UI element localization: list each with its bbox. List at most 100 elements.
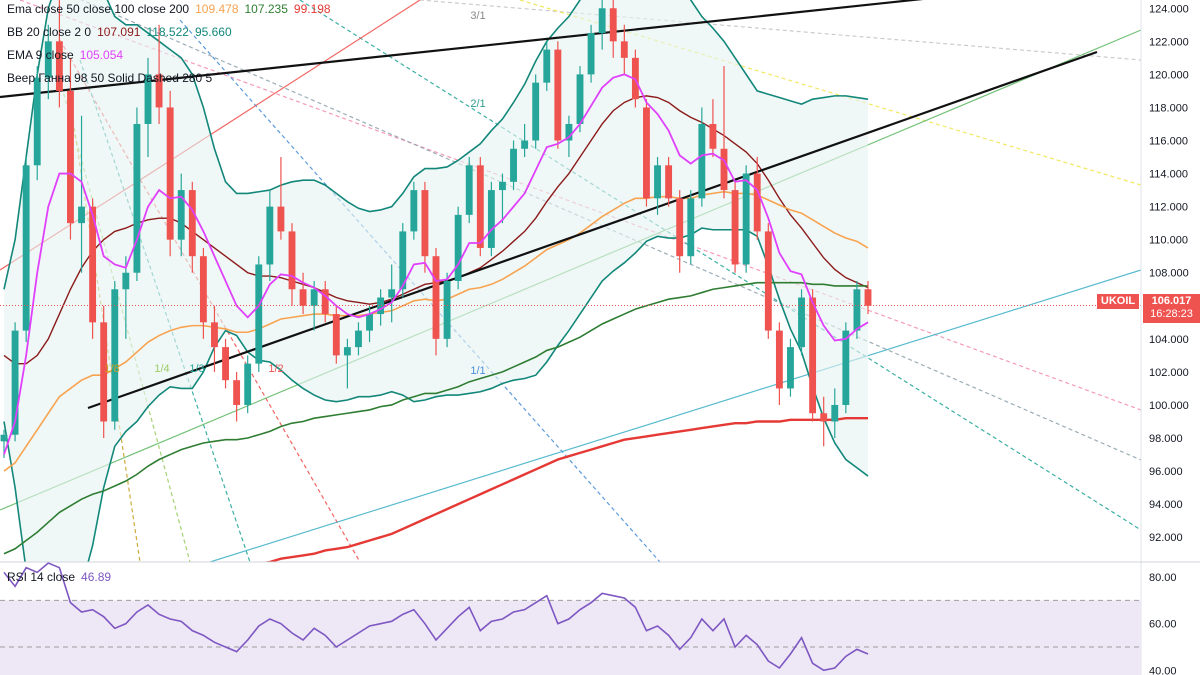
bar-countdown: 16:28:23 (1150, 308, 1193, 320)
candle-body[interactable] (0, 434, 8, 442)
candle-body[interactable] (709, 123, 717, 149)
candle-body[interactable] (421, 190, 429, 257)
candle-body[interactable] (255, 264, 263, 364)
candle-body[interactable] (166, 107, 174, 240)
candle-body[interactable] (775, 330, 783, 389)
candle-body[interactable] (554, 49, 562, 141)
candle-body[interactable] (454, 214, 462, 281)
price-pane[interactable] (0, 0, 1141, 669)
candle-body[interactable] (831, 404, 839, 422)
candle-body[interactable] (244, 363, 252, 405)
candle-body[interactable] (111, 289, 119, 422)
candle-body[interactable] (720, 148, 728, 191)
legend-bb[interactable]: BB 20 close 2 0 107.091 118.522 95.660 (7, 25, 232, 39)
legend-rsi[interactable]: RSI 14 close 46.89 (7, 570, 111, 584)
candle-body[interactable] (432, 256, 440, 339)
bb-upper-line[interactable] (3, 0, 869, 290)
candle-body[interactable] (55, 41, 63, 91)
candle-body[interactable] (67, 90, 74, 224)
candle-body[interactable] (443, 281, 451, 339)
candle-body[interactable] (731, 190, 739, 265)
candle-body[interactable] (266, 206, 274, 265)
candle-body[interactable] (222, 347, 229, 381)
candle-body[interactable] (676, 198, 684, 257)
legend-gann[interactable]: Веер Ганна 98 50 Solid Dashed 280 5 (7, 71, 212, 85)
candle-body[interactable] (698, 123, 706, 199)
bb-lower-line[interactable] (3, 227, 869, 669)
candle-body[interactable] (798, 297, 805, 348)
candle-body[interactable] (587, 33, 595, 75)
candle-body[interactable] (44, 41, 52, 78)
candle-body[interactable] (742, 173, 750, 265)
candle-body[interactable] (543, 49, 551, 83)
candle-body[interactable] (78, 206, 85, 224)
candle-body[interactable] (465, 165, 473, 215)
candle-body[interactable] (499, 181, 506, 191)
candle-body[interactable] (609, 8, 617, 42)
candle-body[interactable] (864, 289, 872, 306)
candle-body[interactable] (643, 107, 650, 199)
candle-body[interactable] (410, 190, 418, 232)
legend-ema9[interactable]: EMA 9 close 105.054 (7, 48, 123, 62)
ema9-line[interactable] (3, 73, 869, 455)
candle-body[interactable] (89, 206, 97, 323)
candle-body[interactable] (133, 123, 141, 273)
candle-body[interactable] (122, 272, 130, 290)
candle-body[interactable] (177, 190, 185, 240)
gann-fan-line (179, 19, 661, 562)
legend-ema-trio[interactable]: Ema close 50 close 100 close 200 109.478 1… (7, 2, 331, 16)
candle-body[interactable] (299, 289, 307, 306)
candle-body[interactable] (33, 77, 41, 166)
candle-body[interactable] (277, 206, 285, 232)
candle-body[interactable] (321, 289, 329, 315)
candle-body[interactable] (343, 347, 351, 356)
candle-body[interactable] (211, 322, 218, 348)
price-axis[interactable]: 124.000 122.000 120.000 118.000 116.000 114.0… (1140, 0, 1200, 675)
candle-body[interactable] (620, 41, 628, 58)
candle-body[interactable] (11, 330, 19, 435)
rsi-line[interactable] (3, 562, 869, 672)
candle-body[interactable] (22, 165, 30, 331)
candle-body[interactable] (366, 314, 373, 331)
candle-body[interactable] (100, 322, 108, 422)
candle-body[interactable] (377, 297, 385, 315)
candle-body[interactable] (565, 123, 573, 141)
candle-body[interactable] (155, 74, 163, 108)
candle-body[interactable] (764, 231, 772, 331)
gann-label: 1/4 (154, 363, 169, 375)
price-tick-label: 98.000 (1149, 433, 1183, 445)
candle-body[interactable] (399, 231, 407, 290)
candle-body[interactable] (288, 231, 296, 290)
candle-body[interactable] (355, 330, 362, 348)
candle-body[interactable] (842, 330, 850, 405)
candle-body[interactable] (310, 289, 318, 306)
candle-body[interactable] (521, 140, 529, 149)
candle-body[interactable] (188, 190, 196, 257)
candle-body[interactable] (576, 74, 584, 124)
candle-body[interactable] (510, 148, 517, 182)
candle-body[interactable] (476, 165, 484, 248)
candle-body[interactable] (199, 256, 207, 323)
candle-body[interactable] (487, 190, 495, 248)
ema200-line[interactable] (4, 416, 868, 603)
candle-body[interactable] (598, 8, 606, 34)
candle-body[interactable] (665, 165, 673, 199)
candle-body[interactable] (753, 173, 761, 232)
candle-body[interactable] (332, 314, 340, 356)
candle-body[interactable] (853, 289, 861, 331)
candle-body[interactable] (233, 380, 241, 405)
candle-body[interactable] (809, 297, 817, 414)
gann-label: 1/3 (189, 363, 204, 375)
candle-body[interactable] (388, 289, 396, 298)
candle-body[interactable] (532, 82, 540, 141)
rsi-pane[interactable] (0, 562, 1141, 675)
candle-body[interactable] (787, 347, 794, 389)
price-tick-label: 100.000 (1149, 400, 1189, 412)
candle-body[interactable] (820, 413, 828, 422)
rsi-axis[interactable]: 80.00 60.00 40.00 (0, 561, 1200, 675)
ema100-line[interactable] (3, 281, 868, 555)
candle-body[interactable] (654, 165, 661, 199)
candle-body[interactable] (687, 198, 695, 257)
candle-body[interactable] (144, 74, 152, 124)
